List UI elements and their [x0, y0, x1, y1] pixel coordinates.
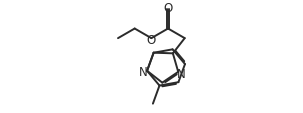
Text: O: O	[163, 2, 173, 15]
Text: O: O	[147, 33, 156, 46]
Text: N: N	[139, 66, 148, 78]
Text: N: N	[177, 67, 186, 80]
